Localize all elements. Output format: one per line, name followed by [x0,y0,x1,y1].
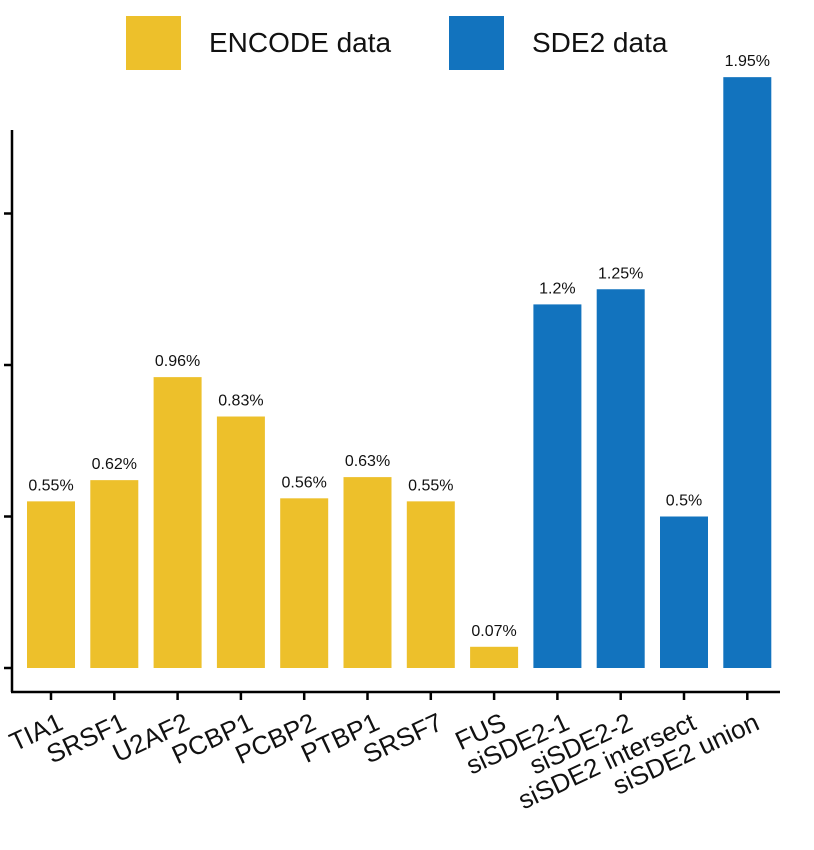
legend-label-encode: ENCODE data [209,27,392,58]
value-labels: 0.55% 0.62% 0.96% 0.83% 0.56% 0.63% 0.55% 0.07%… [28,53,770,640]
bar-value-label: 0.63% [345,453,390,470]
bar-value-label: 0.62% [92,456,137,473]
bar-value-label: 0.55% [28,477,73,494]
bar-value-label: 0.55% [408,477,453,494]
y-axis [4,130,14,692]
x-axis [11,690,780,700]
legend-item-encode: ENCODE data [126,16,391,70]
bar [343,477,392,668]
bar-value-label: 1.95% [725,53,770,70]
bar-value-label: 0.07% [471,623,516,640]
bar-value-label: 0.56% [282,474,327,491]
bar [280,498,329,668]
bar [596,289,645,668]
bar-value-label: 1.25% [598,265,643,282]
bar [723,77,772,668]
legend-swatch-sde2 [449,16,504,70]
bar [90,480,139,668]
bars [27,77,772,668]
bar [27,501,75,668]
bar [660,516,708,668]
bar [216,416,265,668]
bar-value-label: 1.2% [539,280,575,297]
legend-swatch-encode [126,16,181,70]
bar [470,646,519,668]
bar-value-label: 0.5% [666,493,702,510]
bar-value-label: 0.83% [218,393,263,410]
bar [153,377,202,668]
bar [406,501,455,668]
legend-label-sde2: SDE2 data [532,27,668,58]
legend-item-sde2: SDE2 data [449,16,667,70]
bar [533,304,582,668]
legend: ENCODE data SDE2 data [0,0,814,90]
bar-value-label: 0.96% [155,353,200,370]
